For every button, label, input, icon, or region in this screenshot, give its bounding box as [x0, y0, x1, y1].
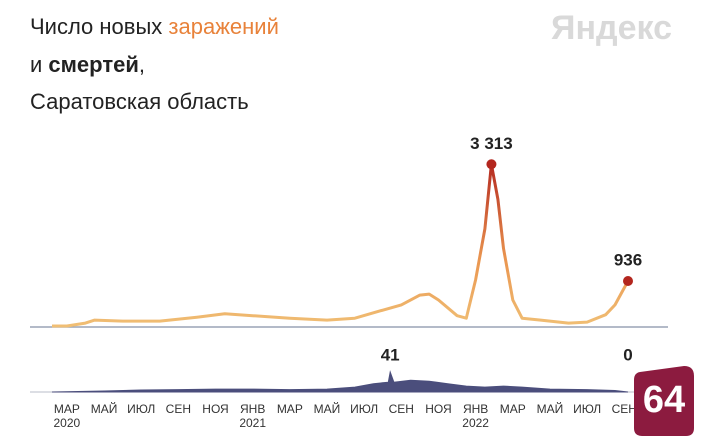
x-tick-label: МАЙ: [537, 401, 564, 416]
x-tick-label: МАР: [54, 402, 80, 416]
x-tick-label: МАЙ: [314, 401, 341, 416]
title-line: и смертей,: [30, 52, 145, 77]
value-label: 3 313: [470, 134, 513, 153]
value-label: 41: [381, 345, 400, 364]
value-label: 936: [614, 251, 642, 270]
title-line: Число новых заражений: [30, 14, 279, 39]
line: [52, 162, 630, 328]
point: [486, 159, 497, 170]
x-tick-label: СЕН: [612, 402, 637, 416]
x-tick-label: МАЙ: [91, 401, 118, 416]
x-tick-label: МАР: [500, 402, 526, 416]
x-tick-label: НОЯ: [425, 402, 451, 416]
x-tick-label: ЯНВ: [240, 402, 265, 416]
x-tick-year: 2020: [54, 416, 81, 430]
title-joiner: и: [30, 52, 42, 77]
badge-text: 64: [643, 379, 685, 421]
x-tick-label: СЕН: [389, 402, 414, 416]
plot: 3 313 936 41 0 МАР МАЙ ИЮЛ СЕН НОЯ ЯНВ МАР МАЙ ИЮЛ СЕ…: [51, 134, 642, 430]
badge: 64: [634, 366, 694, 436]
title-suffix: ,: [139, 52, 145, 77]
x-tick-label: ИЮЛ: [350, 402, 378, 416]
title-prefix: Число новых: [30, 14, 162, 39]
logo: Яндекс: [551, 9, 672, 47]
legend-infections: заражений: [168, 14, 278, 39]
x-tick-label: НОЯ: [202, 402, 228, 416]
x-tick-label: ИЮЛ: [573, 402, 601, 416]
x-tick-year: 2021: [239, 416, 266, 430]
badge-shape: [634, 366, 694, 436]
title-region: Саратовская область: [30, 89, 249, 114]
x-tick-label: СЕН: [166, 402, 191, 416]
x-tick-year: 2022: [462, 416, 489, 430]
x-tick-label: ЯНВ: [463, 402, 488, 416]
area: [51, 370, 629, 393]
legend-deaths: смертей: [48, 52, 138, 77]
point: [623, 276, 633, 287]
x-tick-label: МАР: [277, 402, 303, 416]
x-tick-label: ИЮЛ: [127, 402, 155, 416]
value-label: 0: [623, 345, 632, 364]
